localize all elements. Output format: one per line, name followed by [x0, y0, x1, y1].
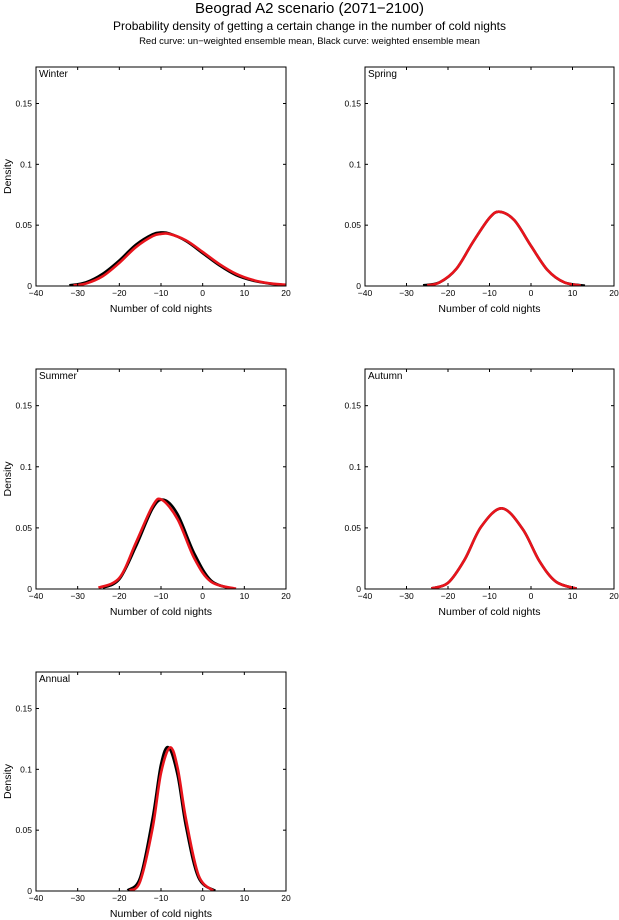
figure-title: Beograd A2 scenario (2071−2100): [195, 0, 424, 17]
x-tick-label: −40: [358, 288, 373, 298]
subplot-annual: −40 −30 −20 −10 0 10 20 0 0.05 0.1 0.15 Annual Numbe…: [2, 671, 291, 920]
y-tick-label: 0.1: [349, 159, 361, 169]
y-tick-label: 0: [27, 281, 32, 291]
y-tick-label: 0.05: [344, 220, 361, 230]
x-tick-label: 0: [200, 893, 205, 903]
x-tick-label: −10: [482, 288, 497, 298]
y-tick-label: 0.15: [344, 99, 361, 109]
subplot-winter: −40 −30 −20 −10 0 10 20 0 0.05 0.1 0.15 Winter Numbe…: [2, 66, 291, 315]
x-tick-label: −20: [441, 288, 456, 298]
y-tick-label: 0: [356, 281, 361, 291]
y-tick-label: 0: [356, 584, 361, 594]
x-tick-label: 10: [568, 288, 578, 298]
figure-caption: Red curve: un−weighted ensemble mean, Bl…: [139, 36, 480, 47]
axes-frame: [35, 671, 287, 892]
y-tick-label: 0.1: [20, 764, 32, 774]
y-tick-label: 0.05: [15, 220, 32, 230]
x-tick-label: −10: [482, 591, 497, 601]
x-tick-label: 0: [529, 591, 534, 601]
y-tick-label: 0.15: [15, 401, 32, 411]
x-tick-label: 20: [281, 591, 291, 601]
y-tick-label: 0.1: [20, 159, 32, 169]
x-tick-label: −40: [29, 288, 44, 298]
x-tick-label: 20: [281, 893, 291, 903]
x-tick-label: −20: [112, 288, 127, 298]
y-tick-label: 0.15: [15, 99, 32, 109]
unweighted-mean-curve-winter: [73, 232, 286, 286]
y-tick-label: 0.05: [344, 523, 361, 533]
x-tick-label: 10: [240, 893, 250, 903]
x-axis-label: Number of cold nights: [110, 303, 212, 315]
unweighted-mean-curve-spring: [426, 210, 582, 286]
x-tick-label: 0: [200, 591, 205, 601]
x-tick-label: 0: [200, 288, 205, 298]
unweighted-mean-curve-autumn: [430, 507, 578, 589]
x-tick-label: −30: [70, 591, 85, 601]
x-tick-label: −40: [29, 591, 44, 601]
weighted-mean-curve-annual: [126, 745, 216, 891]
x-tick-label: 20: [609, 288, 619, 298]
axes-frame: [364, 66, 615, 287]
y-tick-label: 0.15: [15, 704, 32, 714]
x-tick-label: −30: [70, 288, 85, 298]
x-tick-label: −20: [112, 893, 127, 903]
x-tick-label: 10: [240, 288, 250, 298]
y-tick-label: 0: [27, 584, 32, 594]
y-axis-label: Density: [2, 461, 14, 497]
axes-frame: [364, 368, 615, 590]
y-tick-label: 0.05: [15, 825, 32, 835]
figure-subtitle: Probability density of getting a certain…: [113, 19, 506, 33]
x-tick-label: −20: [441, 591, 456, 601]
subplot-title: Annual: [39, 674, 70, 685]
x-tick-label: −30: [70, 893, 85, 903]
x-tick-label: 10: [240, 591, 250, 601]
x-tick-label: −20: [112, 591, 127, 601]
y-tick-label: 0: [27, 886, 32, 896]
x-tick-label: −10: [154, 591, 169, 601]
subplot-spring: −40 −30 −20 −10 0 10 20 0 0.05 0.1 0.15 Spring Numbe…: [344, 66, 619, 315]
y-tick-label: 0.15: [344, 401, 361, 411]
subplot-title: Autumn: [368, 371, 402, 382]
subplot-title: Winter: [39, 69, 69, 80]
x-tick-label: −10: [154, 288, 169, 298]
x-tick-label: −40: [29, 893, 44, 903]
subplot-summer: −40 −30 −20 −10 0 10 20 0 0.05 0.1 0.15 Summer Numbe…: [2, 368, 291, 618]
y-axis-label: Density: [2, 158, 14, 194]
x-axis-label: Number of cold nights: [110, 606, 212, 618]
unweighted-mean-curve-summer: [97, 497, 237, 589]
x-axis-label: Number of cold nights: [438, 606, 540, 618]
axes-frame: [35, 66, 287, 287]
axes-frame: [35, 368, 287, 590]
y-tick-label: 0.1: [20, 462, 32, 472]
subplot-title: Summer: [39, 371, 77, 382]
x-axis-label: Number of cold nights: [110, 908, 212, 920]
subplot-autumn: −40 −30 −20 −10 0 10 20 0 0.05 0.1 0.15 Autumn Numbe…: [344, 368, 619, 618]
x-tick-label: −40: [358, 591, 373, 601]
x-tick-label: 0: [529, 288, 534, 298]
y-tick-label: 0.1: [349, 462, 361, 472]
x-tick-label: −10: [154, 893, 169, 903]
x-tick-label: 20: [609, 591, 619, 601]
x-tick-label: −30: [399, 288, 414, 298]
x-tick-label: 20: [281, 288, 291, 298]
y-axis-label: Density: [2, 763, 14, 799]
weighted-mean-curve-spring: [422, 210, 586, 286]
x-tick-label: 10: [568, 591, 578, 601]
x-tick-label: −30: [399, 591, 414, 601]
unweighted-mean-curve-annual: [128, 746, 215, 891]
y-tick-label: 0.05: [15, 523, 32, 533]
x-axis-label: Number of cold nights: [438, 303, 540, 315]
subplot-title: Spring: [368, 69, 397, 80]
